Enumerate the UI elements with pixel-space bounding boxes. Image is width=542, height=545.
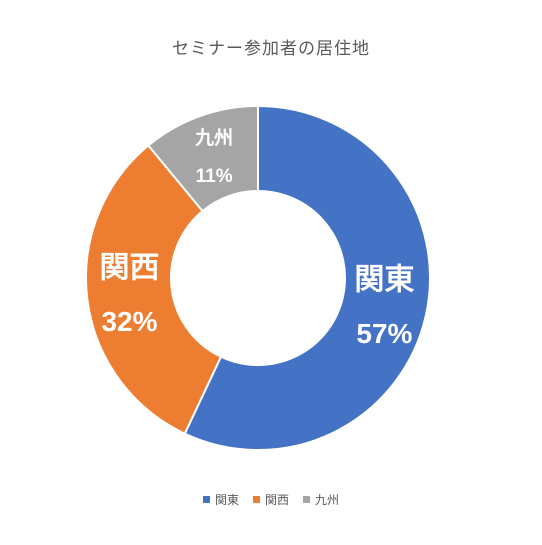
- slice-value-label: 32%: [101, 306, 157, 337]
- slice-category-label: 九州: [194, 127, 233, 149]
- legend-label: 関西: [264, 493, 289, 507]
- legend-label: 関東: [214, 493, 239, 507]
- slice-category-label: 関西: [100, 251, 160, 286]
- legend-swatch: [252, 496, 260, 503]
- legend-swatch: [202, 496, 210, 503]
- slice-value-label: 57%: [356, 318, 412, 349]
- legend-item: 関西: [252, 491, 289, 508]
- donut-slice-3: [146, 104, 259, 213]
- legend-label: 九州: [315, 493, 340, 507]
- legend-swatch: [303, 496, 310, 503]
- chart-title: セミナー参加者の居住地: [172, 39, 370, 59]
- slice-category-label: 関東: [354, 263, 414, 298]
- legend-item: 九州: [303, 491, 339, 508]
- donut-slice-2: [85, 144, 223, 435]
- donut-slice-1: [183, 104, 432, 451]
- slice-value-label: 11%: [196, 166, 233, 187]
- legend-item: 関東: [202, 491, 239, 508]
- legend: 関東 関西 九州: [0, 491, 542, 508]
